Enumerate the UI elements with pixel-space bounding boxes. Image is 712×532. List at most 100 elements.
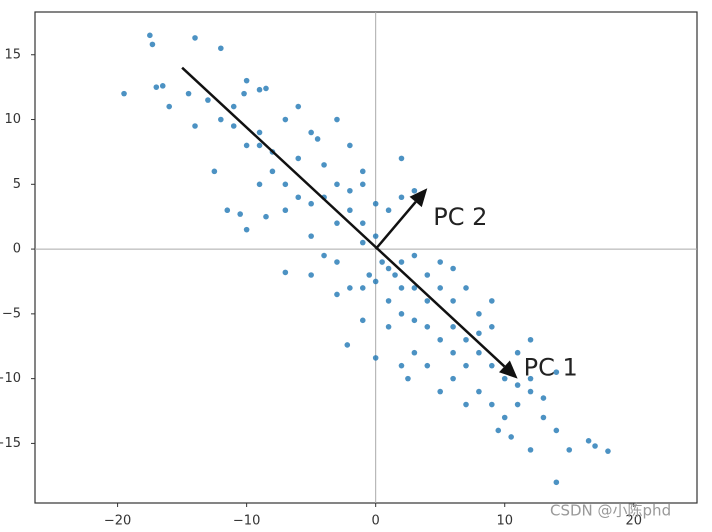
y-tick-label: 15 xyxy=(4,47,21,62)
x-tick-label: 10 xyxy=(496,514,513,529)
point xyxy=(489,324,495,330)
point xyxy=(237,211,243,217)
point xyxy=(385,207,392,214)
point xyxy=(476,311,482,317)
point xyxy=(224,207,231,214)
point xyxy=(366,272,373,278)
point xyxy=(424,362,431,369)
x-tick-label: −10 xyxy=(233,514,260,529)
watermark: CSDN @小陈phd xyxy=(550,502,671,520)
point xyxy=(605,448,611,454)
arrow-head xyxy=(409,188,428,208)
point xyxy=(527,336,534,343)
plot-frame xyxy=(34,11,698,504)
point xyxy=(308,200,314,207)
point xyxy=(450,324,456,330)
point xyxy=(411,349,418,356)
y-tick-label: 0 xyxy=(13,242,21,257)
point xyxy=(398,155,405,162)
point xyxy=(540,414,547,421)
point xyxy=(344,342,351,348)
point xyxy=(256,86,263,93)
point xyxy=(282,269,289,276)
point xyxy=(489,362,495,369)
y-tick-label: 5 xyxy=(13,177,21,192)
point xyxy=(314,136,321,142)
point xyxy=(263,85,269,92)
point xyxy=(243,226,250,233)
point xyxy=(192,123,198,129)
point xyxy=(424,272,431,278)
x-tick-label: 20 xyxy=(625,514,642,529)
point xyxy=(166,103,173,110)
point xyxy=(295,103,302,110)
point xyxy=(347,207,353,214)
point xyxy=(205,97,211,103)
point xyxy=(495,427,502,434)
point xyxy=(256,142,263,149)
point xyxy=(501,375,508,382)
point xyxy=(540,395,547,401)
point xyxy=(411,317,418,324)
point xyxy=(334,116,340,123)
point xyxy=(514,401,521,408)
point xyxy=(398,362,405,369)
point xyxy=(372,355,379,361)
point xyxy=(476,349,482,356)
point xyxy=(385,298,392,304)
point xyxy=(282,207,289,214)
point xyxy=(230,103,237,110)
point xyxy=(308,129,314,136)
point xyxy=(450,375,456,382)
point xyxy=(463,336,469,343)
point xyxy=(385,265,392,272)
point xyxy=(192,35,198,41)
point xyxy=(153,84,160,90)
y-tick-label: −15 xyxy=(0,436,21,451)
point xyxy=(359,181,366,188)
point xyxy=(463,362,469,369)
point xyxy=(147,32,153,39)
point xyxy=(553,479,560,486)
point xyxy=(256,129,263,136)
x-tick-label: −20 xyxy=(104,514,131,529)
point xyxy=(347,285,353,291)
point xyxy=(334,181,340,188)
point xyxy=(379,259,385,265)
point xyxy=(218,45,224,52)
point xyxy=(450,349,456,356)
point xyxy=(359,285,366,291)
point xyxy=(476,388,482,395)
point xyxy=(321,162,327,168)
point xyxy=(308,272,314,278)
x-tick-label: 0 xyxy=(372,514,380,529)
point xyxy=(211,168,218,175)
point xyxy=(385,324,392,330)
point xyxy=(359,239,366,246)
point xyxy=(121,90,127,97)
point xyxy=(372,278,379,285)
point xyxy=(159,83,166,89)
point xyxy=(372,233,379,239)
point xyxy=(527,447,534,453)
point xyxy=(218,116,224,123)
point xyxy=(334,220,340,226)
point xyxy=(411,252,418,259)
point xyxy=(527,388,534,395)
arrow-label: PC 1 xyxy=(524,354,578,382)
point xyxy=(405,375,411,382)
point xyxy=(592,443,598,449)
point xyxy=(437,285,444,291)
point xyxy=(347,187,353,194)
point xyxy=(527,375,534,382)
point xyxy=(392,272,398,278)
point xyxy=(398,285,405,291)
point xyxy=(450,265,456,272)
point xyxy=(489,298,495,304)
point xyxy=(241,90,247,97)
point xyxy=(243,77,250,84)
point xyxy=(585,438,592,444)
point xyxy=(411,285,418,291)
